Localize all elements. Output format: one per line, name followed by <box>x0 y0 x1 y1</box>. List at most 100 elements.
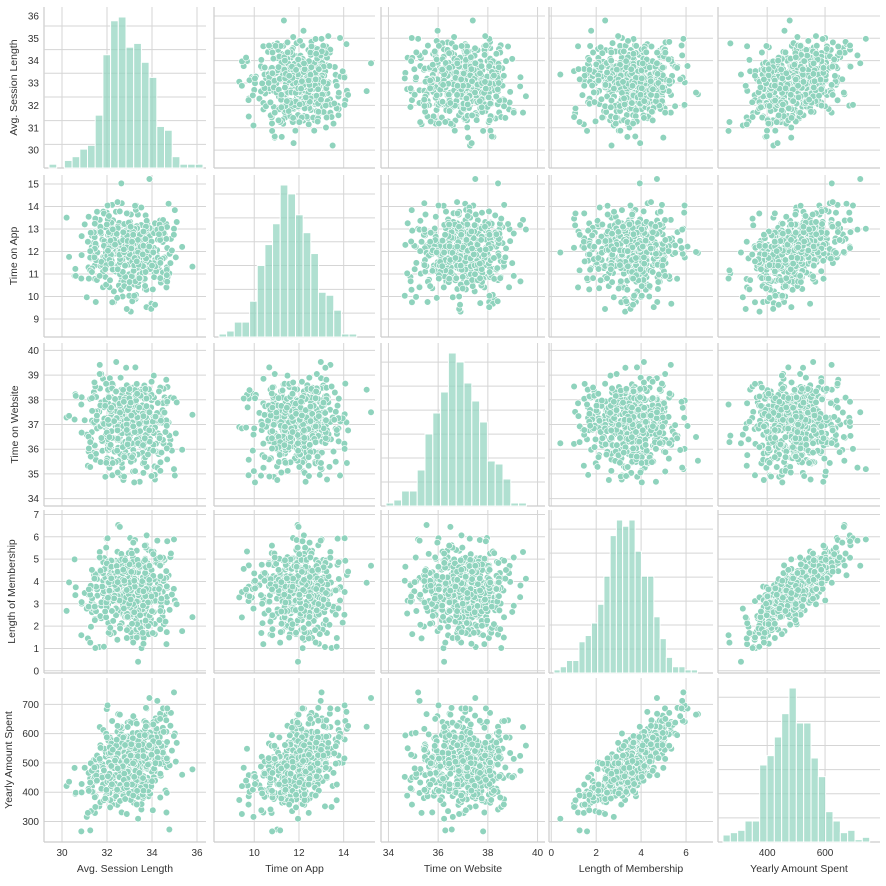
data-point <box>143 217 151 225</box>
data-point <box>804 37 812 45</box>
data-point <box>344 91 352 99</box>
data-point <box>771 82 779 90</box>
data-point <box>109 225 117 233</box>
data-point <box>438 65 446 74</box>
data-point <box>627 65 635 73</box>
data-point <box>490 254 498 262</box>
data-point <box>791 210 799 219</box>
data-point <box>596 203 604 212</box>
data-point <box>417 238 426 246</box>
data-point <box>123 440 132 448</box>
data-point <box>78 393 86 401</box>
data-point <box>81 220 89 228</box>
data-point <box>636 91 645 99</box>
histogram-bar <box>63 159 73 169</box>
data-point <box>145 242 153 251</box>
data-point <box>787 220 795 228</box>
data-point <box>426 84 434 92</box>
data-point <box>92 298 100 306</box>
data-point <box>139 441 147 449</box>
data-point <box>133 380 141 388</box>
data-point <box>623 133 631 141</box>
data-point <box>104 416 112 424</box>
data-point <box>616 127 624 135</box>
data-point <box>620 94 628 102</box>
histogram-bar <box>279 184 289 338</box>
data-point <box>853 226 862 234</box>
data-point <box>810 83 818 92</box>
data-point <box>485 268 494 276</box>
data-point <box>757 103 765 111</box>
data-point <box>410 65 418 73</box>
data-point <box>427 229 435 237</box>
y-tick-label: 31 <box>28 123 40 134</box>
data-point <box>632 106 640 114</box>
histogram-bar <box>317 291 327 338</box>
data-point <box>323 113 331 122</box>
data-point <box>259 375 268 383</box>
data-point <box>778 220 787 228</box>
data-point <box>446 99 454 107</box>
data-point <box>121 262 129 270</box>
data-point <box>85 275 93 283</box>
data-point <box>445 220 453 229</box>
data-point <box>314 108 323 116</box>
data-point <box>574 283 582 291</box>
data-point <box>322 376 330 384</box>
data-point <box>154 399 162 407</box>
data-point <box>849 201 857 210</box>
y-tick-label: 15 <box>28 180 40 191</box>
data-point <box>268 127 276 135</box>
data-point <box>607 141 616 150</box>
data-point <box>612 120 620 128</box>
data-point <box>799 78 808 86</box>
data-point <box>516 277 525 285</box>
data-point <box>638 74 646 82</box>
data-point <box>123 305 131 313</box>
data-point <box>765 65 773 73</box>
data-point <box>629 50 638 58</box>
data-point <box>238 82 246 90</box>
data-point <box>72 392 80 400</box>
data-point <box>333 402 342 410</box>
y-tick-label: 32 <box>28 101 40 112</box>
data-point <box>510 109 518 117</box>
data-point <box>589 48 597 57</box>
data-point <box>421 48 429 56</box>
data-point <box>834 228 842 236</box>
data-point <box>157 448 166 457</box>
data-point <box>341 101 349 109</box>
data-point <box>510 272 518 280</box>
data-point <box>481 32 489 40</box>
data-point <box>673 275 681 283</box>
data-point <box>624 247 632 255</box>
data-point <box>639 242 647 251</box>
data-point <box>141 282 149 290</box>
data-point <box>810 262 818 270</box>
data-point <box>806 300 814 308</box>
data-point <box>638 84 646 92</box>
data-point <box>463 123 471 132</box>
data-point <box>112 358 120 366</box>
data-point <box>85 213 93 221</box>
data-point <box>608 230 616 238</box>
data-point <box>482 41 490 50</box>
data-point <box>659 64 667 72</box>
data-point <box>664 247 673 255</box>
data-point <box>647 244 655 253</box>
data-point <box>450 33 458 41</box>
data-point <box>797 202 805 210</box>
data-point <box>404 219 412 227</box>
data-point <box>828 179 836 188</box>
data-point <box>771 209 779 218</box>
data-point <box>139 412 148 420</box>
data-point <box>760 231 768 239</box>
data-point <box>765 102 774 110</box>
histogram-bar <box>194 163 204 169</box>
data-point <box>120 398 128 406</box>
data-point <box>624 262 632 270</box>
data-point <box>408 227 416 235</box>
data-point <box>492 92 500 100</box>
data-point <box>178 243 186 251</box>
